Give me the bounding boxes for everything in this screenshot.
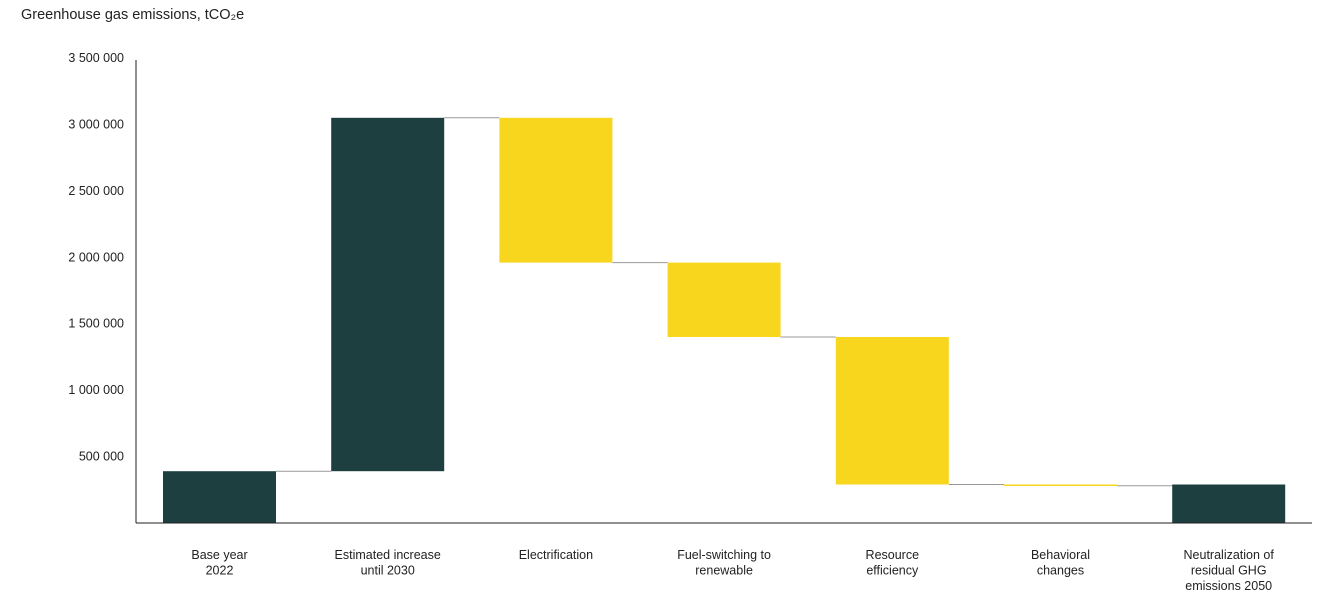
- x-category-label: Base year 2022: [191, 548, 247, 578]
- x-category-label-line: until 2030: [361, 564, 415, 578]
- x-category-label-line: Behavioral: [1031, 548, 1090, 562]
- x-category-label: Estimated increase until 2030: [335, 548, 441, 578]
- x-category-labels: Base year 2022 Estimated increase until 203…: [191, 548, 1274, 593]
- y-tick-label: 500 000: [79, 450, 124, 464]
- x-category-label: Fuel-switching to renewable: [677, 548, 771, 578]
- x-category-label-line: Base year: [191, 548, 247, 562]
- y-tick-label: 2 000 000: [68, 250, 124, 264]
- x-category-label-line: renewable: [695, 564, 753, 578]
- x-category-label-line: Fuel-switching to: [677, 548, 771, 562]
- x-category-label-line: Neutralization of: [1184, 548, 1275, 562]
- x-category-label-line: Electrification: [519, 548, 593, 562]
- y-tick-label: 3 500 000: [68, 51, 124, 65]
- bar-reduction: [499, 118, 612, 263]
- bar-reduction: [668, 263, 781, 337]
- x-category-label: Behavioral changes: [1031, 548, 1090, 578]
- bars-group: [163, 118, 1285, 523]
- bar-total: [1172, 485, 1285, 524]
- bar-total: [331, 118, 444, 471]
- y-tick-label: 3 000 000: [68, 117, 124, 131]
- x-category-label: Neutralization of residual GHG emissions 2…: [1184, 548, 1275, 593]
- y-tick-label: 1 500 000: [68, 317, 124, 331]
- y-tick-label: 1 000 000: [68, 383, 124, 397]
- bar-reduction: [836, 337, 949, 485]
- x-category-label: Electrification: [519, 548, 593, 562]
- x-category-label-line: 2022: [206, 564, 234, 578]
- x-category-label: Resource efficiency: [866, 548, 920, 578]
- x-category-label-line: changes: [1037, 564, 1084, 578]
- x-category-label-line: Estimated increase: [335, 548, 441, 562]
- bar-reduction: [1004, 485, 1117, 487]
- x-category-label-line: efficiency: [866, 564, 919, 578]
- x-category-label-line: emissions 2050: [1185, 579, 1272, 593]
- y-tick-labels: 500 000 1 000 000 1 500 000 2 000 000 2 500 …: [68, 51, 124, 464]
- x-category-label-line: Resource: [866, 548, 920, 562]
- x-category-label-line: residual GHG: [1191, 564, 1267, 578]
- y-tick-label: 2 500 000: [68, 184, 124, 198]
- bar-total: [163, 471, 276, 523]
